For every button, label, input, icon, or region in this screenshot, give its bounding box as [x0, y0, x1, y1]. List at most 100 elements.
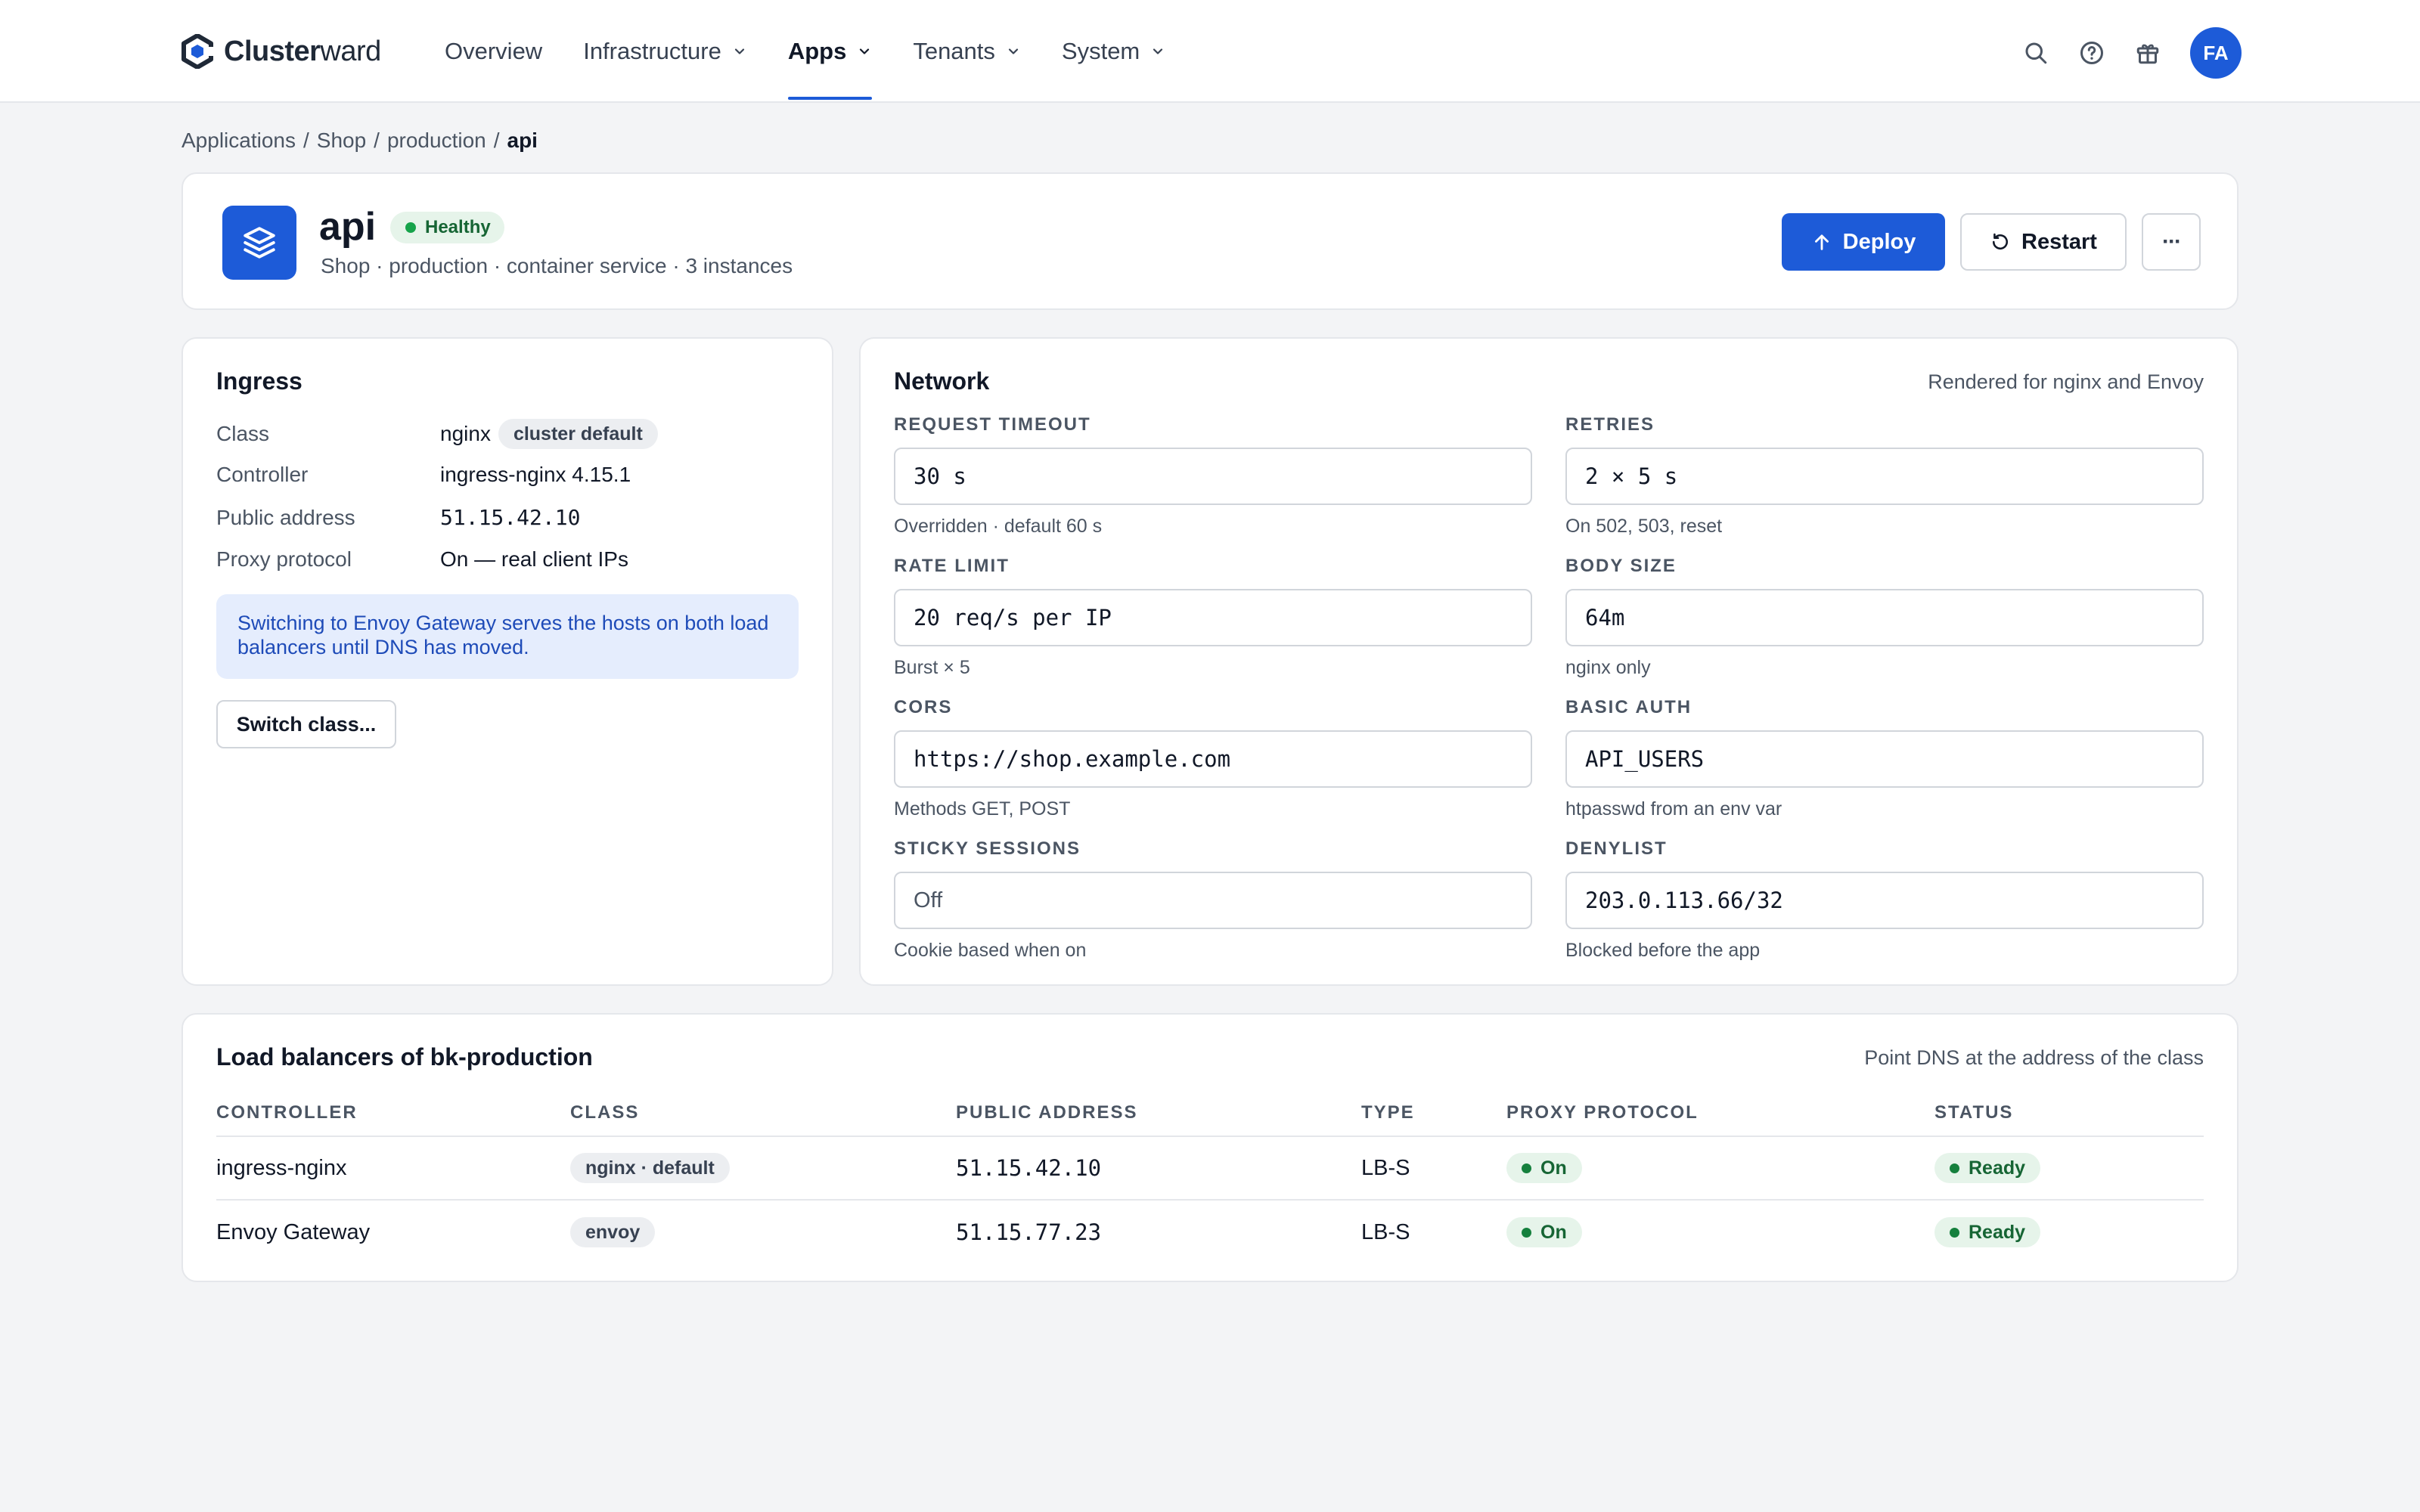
ingress-title: Ingress: [216, 367, 302, 395]
field-hint: htpasswd from an env var: [1565, 798, 1782, 820]
cors-field: CORS https://shop.example.com Methods GE…: [894, 697, 1532, 820]
class-chip: nginx · default: [570, 1153, 730, 1183]
breadcrumb: Applications / Shop / production / api: [182, 129, 538, 153]
clusterward-logo-icon: [182, 34, 213, 69]
cluster-default-chip: cluster default: [498, 419, 658, 449]
request-timeout-input[interactable]: 30 s: [894, 448, 1532, 505]
app-subtitle: Shop · production · container service · …: [321, 254, 793, 277]
column-header: STATUS: [1934, 1102, 2014, 1123]
user-avatar[interactable]: FA: [2190, 27, 2242, 79]
field-hint: On 502, 503, reset: [1565, 516, 1723, 537]
breadcrumb-production[interactable]: production: [386, 129, 486, 152]
top-actions: FA: [2022, 27, 2242, 79]
network-card: Network Rendered for nginx and Envoy REQ…: [859, 337, 2238, 986]
breadcrumb-separator: /: [493, 129, 500, 152]
address-cell: 51.15.42.10: [956, 1155, 1102, 1181]
breadcrumb-current: api: [507, 129, 538, 152]
field-hint: Blocked before the app: [1565, 940, 1761, 961]
status-dot: [1522, 1227, 1531, 1238]
body-size-input[interactable]: 64m: [1565, 589, 2204, 646]
retries-input[interactable]: 2 × 5 s: [1565, 448, 2204, 505]
load-balancers-title: Load balancers of bk-production: [216, 1043, 593, 1070]
field-label: RATE LIMIT: [894, 556, 1010, 576]
chevron-down-icon: [734, 48, 744, 54]
more-icon: ···: [2162, 229, 2182, 254]
field-hint: Cookie based when on: [894, 940, 1087, 961]
app-header-card: api Healthy Shop · production · containe…: [182, 172, 2238, 310]
controller-cell: ingress-nginx: [216, 1155, 347, 1180]
restart-button[interactable]: Restart: [1960, 213, 2127, 271]
cors-input[interactable]: https://shop.example.com: [894, 730, 1532, 788]
chevron-down-icon: [1008, 48, 1019, 54]
chevron-down-icon: [860, 48, 870, 54]
nav-system[interactable]: System: [1062, 0, 1165, 103]
deploy-button[interactable]: Deploy: [1782, 213, 1945, 271]
field-label: BASIC AUTH: [1565, 697, 1692, 717]
field-label: REQUEST TIMEOUT: [894, 414, 1091, 435]
ingress-value: nginx: [440, 422, 491, 445]
proxy-protocol-badge: On: [1506, 1153, 1582, 1183]
nav-infrastructure[interactable]: Infrastructure: [583, 0, 747, 103]
table-row[interactable]: Envoy Gateway envoy 51.15.77.23 LB-S On …: [216, 1201, 2204, 1264]
field-label: DENYLIST: [1565, 838, 1668, 859]
rate-limit-input[interactable]: 20 req/s per IP: [894, 589, 1532, 646]
ingress-key: Proxy protocol: [216, 547, 352, 571]
page-title: api: [319, 205, 377, 249]
gift-icon[interactable]: [2134, 39, 2161, 67]
field-label: STICKY SESSIONS: [894, 838, 1081, 859]
sticky-sessions-field: STICKY SESSIONS Off Cookie based when on: [894, 838, 1532, 962]
search-icon[interactable]: [2022, 39, 2049, 67]
basic-auth-input[interactable]: API_USERS: [1565, 730, 2204, 788]
column-header: CONTROLLER: [216, 1102, 358, 1123]
top-navigation-bar: Clusterward Overview Infrastructure Apps…: [0, 0, 2420, 103]
field-hint: Overridden · default 60 s: [894, 516, 1103, 537]
column-header: PROXY PROTOCOL: [1506, 1102, 1699, 1123]
sticky-sessions-input[interactable]: Off: [894, 872, 1532, 929]
controller-cell: Envoy Gateway: [216, 1219, 371, 1244]
field-label: CORS: [894, 697, 953, 717]
help-icon[interactable]: [2078, 39, 2105, 67]
denylist-field: DENYLIST 203.0.113.66/32 Blocked before …: [1565, 838, 2204, 962]
status-badge: Healthy: [390, 212, 504, 243]
switch-class-button[interactable]: Switch class...: [216, 700, 396, 748]
brand-name: Clusterward: [224, 35, 381, 67]
nav-overview[interactable]: Overview: [445, 38, 543, 64]
table-row[interactable]: ingress-nginx nginx · default 51.15.42.1…: [216, 1137, 2204, 1201]
layers-icon: [222, 206, 296, 280]
more-options-button[interactable]: ···: [2142, 213, 2201, 271]
breadcrumb-shop[interactable]: Shop: [316, 129, 367, 152]
class-chip: envoy: [570, 1217, 656, 1247]
denylist-input[interactable]: 203.0.113.66/32: [1565, 872, 2204, 929]
retries-field: RETRIES 2 × 5 s On 502, 503, reset: [1565, 414, 2204, 538]
basic-auth-field: BASIC AUTH API_USERS htpasswd from an en…: [1565, 697, 2204, 820]
main-nav: Overview Infrastructure Apps Tenants Sys…: [445, 0, 1206, 103]
status-badge: Ready: [1934, 1217, 2041, 1247]
body-size-field: BODY SIZE 64m nginx only: [1565, 556, 2204, 679]
network-note: Rendered for nginx and Envoy: [1928, 370, 2204, 393]
ingress-value: ingress-nginx 4.15.1: [440, 463, 631, 486]
breadcrumb-applications[interactable]: Applications: [182, 129, 296, 152]
field-label: BODY SIZE: [1565, 556, 1677, 576]
nav-apps[interactable]: Apps: [787, 0, 873, 103]
nav-tenants[interactable]: Tenants: [913, 0, 1021, 103]
column-header: CLASS: [570, 1102, 640, 1123]
proxy-protocol-badge: On: [1506, 1217, 1582, 1247]
field-hint: nginx only: [1565, 657, 1651, 678]
status-dot: [1522, 1163, 1531, 1173]
ingress-key: Class: [216, 422, 270, 445]
ingress-row-proxy-protocol: Proxy protocol On — real client IPs: [216, 547, 628, 572]
ingress-row-controller: Controller ingress-nginx 4.15.1: [216, 463, 631, 487]
field-hint: Methods GET, POST: [894, 798, 1071, 820]
arrow-up-icon: [1814, 234, 1829, 250]
brand-logo[interactable]: Clusterward: [182, 30, 381, 73]
address-cell: 51.15.77.23: [956, 1219, 1102, 1245]
field-hint: Burst × 5: [894, 657, 970, 678]
ingress-row-public-address: Public address 51.15.42.10: [216, 505, 580, 530]
status-dot: [1950, 1163, 1959, 1173]
breadcrumb-separator: /: [374, 129, 380, 152]
network-title: Network: [894, 367, 990, 395]
ingress-key: Controller: [216, 463, 309, 486]
type-cell: LB-S: [1361, 1155, 1410, 1180]
load-balancers-note: Point DNS at the address of the class: [1864, 1046, 2204, 1069]
load-balancers-card: Load balancers of bk-production Point DN…: [182, 1013, 2238, 1282]
